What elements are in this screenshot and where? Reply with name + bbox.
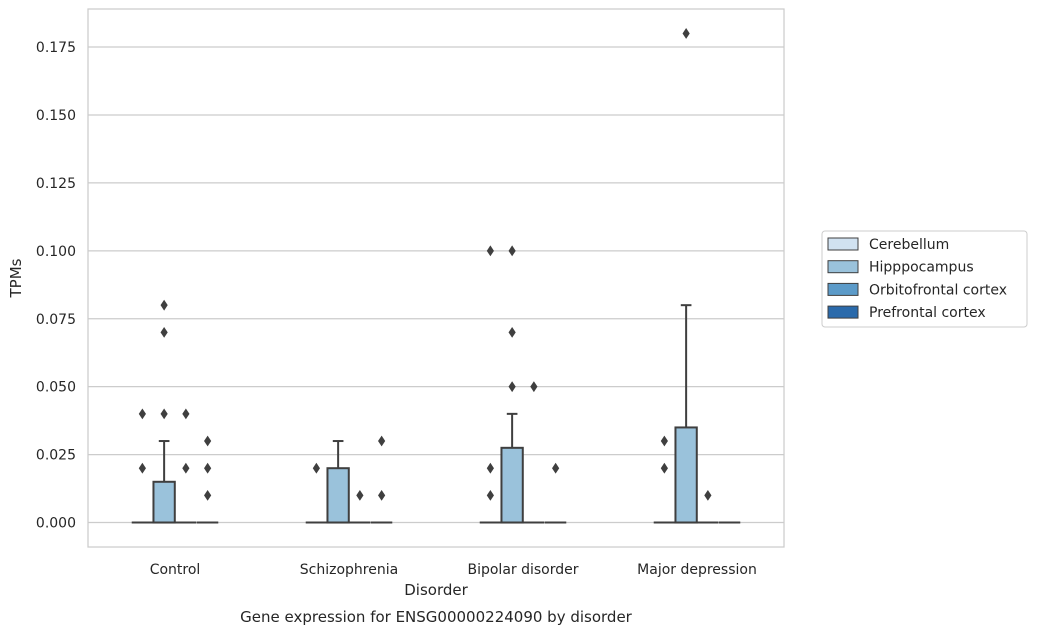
box-group xyxy=(326,440,350,524)
box xyxy=(326,467,350,524)
outlier-point xyxy=(486,245,494,257)
box-group xyxy=(305,462,328,524)
box-group xyxy=(349,489,371,524)
outlier-point xyxy=(182,408,190,420)
legend-label: Orbitofrontal cortex xyxy=(869,282,1007,298)
box xyxy=(674,426,698,524)
box-group xyxy=(674,28,698,524)
y-tick-label: 0.025 xyxy=(36,448,76,464)
outlier-point xyxy=(182,462,190,474)
legend-label: Cerebellum xyxy=(869,237,949,253)
legend-label: Hipppocampus xyxy=(869,260,974,276)
outlier-point xyxy=(530,381,538,393)
x-tick-label: Major depression xyxy=(637,562,757,578)
chart-title: Gene expression for ENSG00000224090 by d… xyxy=(240,608,633,626)
y-tick-label: 0.100 xyxy=(36,244,76,260)
outlier-point xyxy=(204,435,212,447)
outlier-point xyxy=(682,28,690,39)
outlier-point xyxy=(378,489,386,501)
y-tick-label: 0.050 xyxy=(36,380,76,396)
legend-swatch xyxy=(827,305,859,319)
outlier-point xyxy=(160,408,168,420)
x-tick-label: Control xyxy=(150,562,201,578)
box xyxy=(152,480,176,524)
y-tick-label: 0.175 xyxy=(36,40,76,56)
legend-swatch xyxy=(827,260,859,274)
y-tick-label: 0.075 xyxy=(36,312,76,328)
outlier-point xyxy=(552,462,560,474)
box xyxy=(500,446,524,524)
plot-frame xyxy=(87,8,785,548)
outlier-point xyxy=(204,489,212,501)
outlier-point xyxy=(160,326,168,338)
box-group xyxy=(653,435,676,524)
y-tick-label: 0.150 xyxy=(36,108,76,124)
outlier-point xyxy=(356,489,364,501)
y-tick-label: 0.000 xyxy=(36,516,76,532)
legend-swatch xyxy=(827,282,859,296)
outlier-point xyxy=(508,381,516,393)
outlier-point xyxy=(138,408,146,420)
legend-items: Cerebellum Hipppocampus Orbitofrontal cort… xyxy=(827,237,1007,321)
box-group xyxy=(131,408,154,524)
y-tick-label: 0.125 xyxy=(36,176,76,192)
y-axis-ticks: 0.000 0.025 0.050 0.075 0.100 0.125 0.150 0.175 xyxy=(36,40,76,532)
outlier-point xyxy=(312,462,320,474)
legend-swatch xyxy=(827,237,859,251)
legend-label: Prefrontal cortex xyxy=(869,305,986,321)
outlier-point xyxy=(204,462,212,474)
box-group xyxy=(479,245,502,524)
outlier-point xyxy=(486,462,494,474)
outlier-point xyxy=(138,462,146,474)
box-group xyxy=(500,245,524,524)
legend: Cerebellum Hipppocampus Orbitofrontal cort… xyxy=(821,230,1028,328)
outlier-point xyxy=(508,245,516,257)
box-group xyxy=(697,489,719,524)
outlier-point xyxy=(660,462,668,474)
box-group xyxy=(152,299,176,524)
outlier-point xyxy=(378,435,386,447)
box-group xyxy=(370,435,393,524)
box-group xyxy=(196,435,219,524)
outlier-point xyxy=(508,326,516,338)
legend-frame xyxy=(821,230,1028,328)
outlier-point xyxy=(704,489,712,501)
outlier-point xyxy=(486,489,494,501)
outlier-point xyxy=(160,299,168,311)
box-group xyxy=(523,381,545,524)
box-group xyxy=(175,408,197,524)
box-plot-marks xyxy=(131,28,741,524)
y-axis-label: TPMs xyxy=(7,258,25,298)
outlier-point xyxy=(660,435,668,447)
x-axis-label: Disorder xyxy=(404,581,468,599)
x-axis-ticks: Control Schizophrenia Bipolar disorder Majo… xyxy=(150,562,757,578)
box-group xyxy=(544,462,567,524)
x-tick-label: Bipolar disorder xyxy=(467,562,578,578)
x-tick-label: Schizophrenia xyxy=(300,562,398,578)
grid-lines xyxy=(88,46,784,524)
